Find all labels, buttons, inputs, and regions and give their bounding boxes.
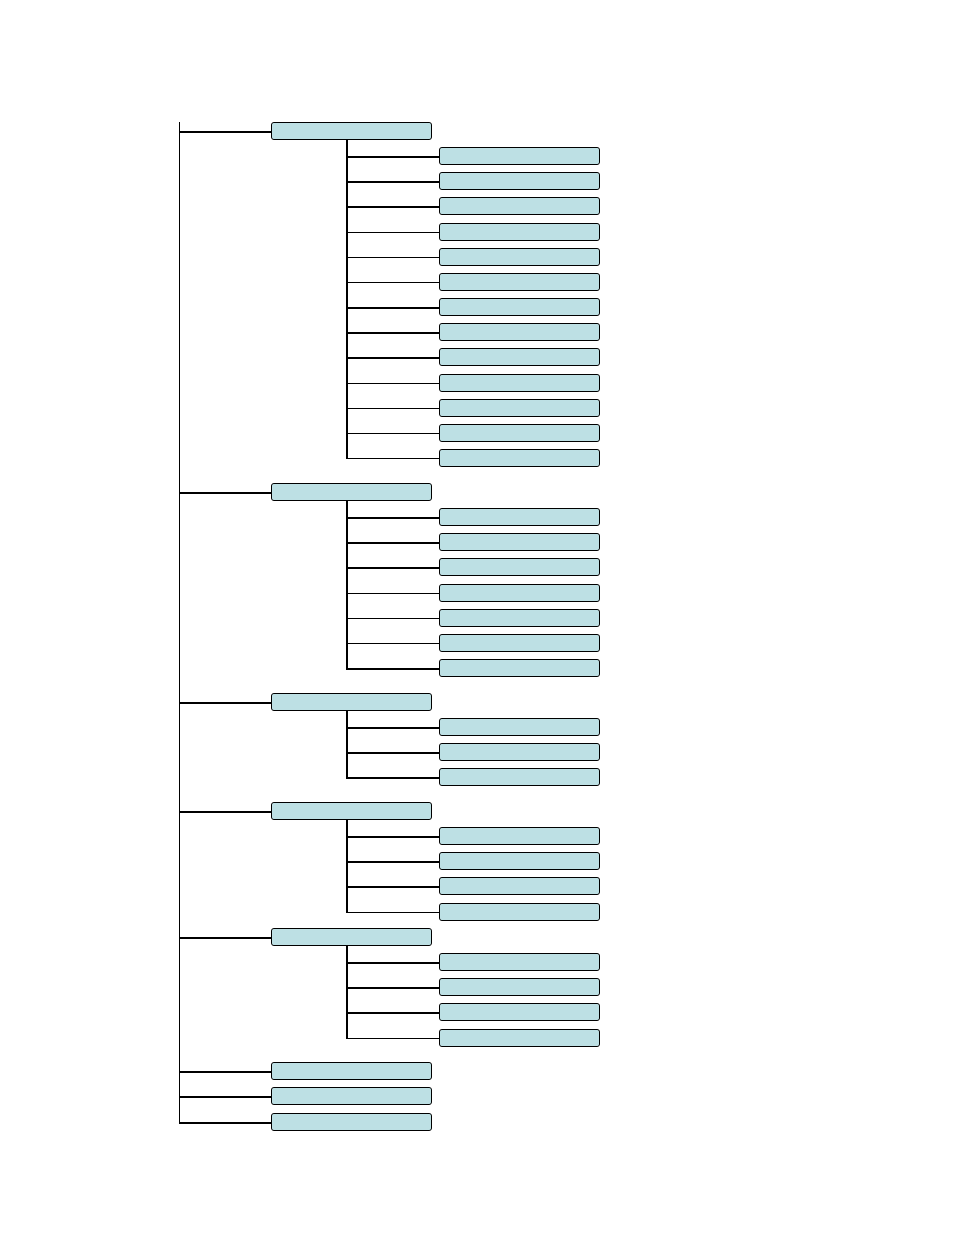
subcategory-node[interactable] xyxy=(439,877,600,896)
branch-connector xyxy=(346,861,439,863)
branch-line xyxy=(346,946,348,1039)
subcategory-node[interactable] xyxy=(439,953,600,972)
branch-connector xyxy=(346,382,439,384)
branch-connector xyxy=(346,457,439,460)
subcategory-node[interactable] xyxy=(439,508,600,527)
branch-connector xyxy=(346,256,439,259)
category-node[interactable] xyxy=(271,802,432,820)
branch-line xyxy=(346,711,348,779)
branch-connector xyxy=(346,911,439,914)
subcategory-node[interactable] xyxy=(439,743,600,762)
branch-connector xyxy=(346,987,439,989)
subcategory-node[interactable] xyxy=(439,423,600,442)
branch-connector xyxy=(346,432,439,435)
subcategory-node[interactable] xyxy=(439,633,600,652)
trunk-connector xyxy=(179,811,271,813)
subcategory-node[interactable] xyxy=(439,1028,600,1047)
category-node[interactable] xyxy=(271,1113,432,1131)
branch-connector xyxy=(346,727,439,729)
category-node[interactable] xyxy=(271,928,432,946)
trunk-connector xyxy=(179,1096,271,1098)
branch-connector xyxy=(346,332,439,334)
trunk-connector xyxy=(179,937,271,939)
branch-connector xyxy=(346,181,439,183)
category-node[interactable] xyxy=(271,693,432,711)
subcategory-node[interactable] xyxy=(439,659,600,678)
subcategory-node[interactable] xyxy=(439,768,600,787)
branch-connector xyxy=(346,668,439,670)
branch-line xyxy=(346,820,348,913)
subcategory-node[interactable] xyxy=(439,718,600,737)
branch-connector xyxy=(346,617,439,620)
branch-connector xyxy=(346,1037,439,1040)
subcategory-node[interactable] xyxy=(439,298,600,317)
subcategory-node[interactable] xyxy=(439,247,600,266)
branch-line xyxy=(346,140,348,459)
trunk-connector xyxy=(179,492,271,494)
category-node[interactable] xyxy=(271,122,432,140)
branch-connector xyxy=(346,962,439,964)
subcategory-node[interactable] xyxy=(439,348,600,367)
branch-connector xyxy=(346,156,439,158)
trunk-connector xyxy=(179,702,271,704)
branch-connector xyxy=(346,642,439,645)
branch-connector xyxy=(346,836,439,838)
category-node[interactable] xyxy=(271,483,432,501)
branch-connector xyxy=(346,592,439,595)
trunk-connector xyxy=(179,1122,271,1124)
subcategory-node[interactable] xyxy=(439,272,600,291)
branch-connector xyxy=(346,357,439,359)
subcategory-node[interactable] xyxy=(439,373,600,392)
subcategory-node[interactable] xyxy=(439,608,600,627)
subcategory-node[interactable] xyxy=(439,902,600,921)
trunk-connector xyxy=(179,1071,271,1073)
subcategory-node[interactable] xyxy=(439,222,600,241)
subcategory-node[interactable] xyxy=(439,197,600,216)
branch-connector xyxy=(346,281,439,284)
branch-connector xyxy=(346,542,439,544)
branch-connector xyxy=(346,886,439,888)
category-node[interactable] xyxy=(271,1062,432,1080)
subcategory-node[interactable] xyxy=(439,852,600,871)
category-node[interactable] xyxy=(271,1087,432,1105)
subcategory-node[interactable] xyxy=(439,583,600,602)
branch-line xyxy=(346,501,348,670)
branch-connector xyxy=(346,567,439,569)
subcategory-node[interactable] xyxy=(439,172,600,191)
branch-connector xyxy=(346,752,439,754)
subcategory-node[interactable] xyxy=(439,827,600,846)
branch-connector xyxy=(346,206,439,208)
subcategory-node[interactable] xyxy=(439,533,600,552)
trunk-line xyxy=(179,122,180,1123)
subcategory-node[interactable] xyxy=(439,323,600,342)
branch-connector xyxy=(346,517,439,519)
branch-connector xyxy=(346,1012,439,1014)
trunk-connector xyxy=(179,131,271,133)
subcategory-node[interactable] xyxy=(439,1003,600,1022)
branch-connector xyxy=(346,231,439,234)
subcategory-node[interactable] xyxy=(439,558,600,577)
subcategory-node[interactable] xyxy=(439,398,600,417)
branch-connector xyxy=(346,307,439,309)
subcategory-node[interactable] xyxy=(439,448,600,467)
subcategory-node[interactable] xyxy=(439,978,600,997)
branch-connector xyxy=(346,407,439,410)
branch-connector xyxy=(346,777,439,779)
subcategory-node[interactable] xyxy=(439,147,600,166)
